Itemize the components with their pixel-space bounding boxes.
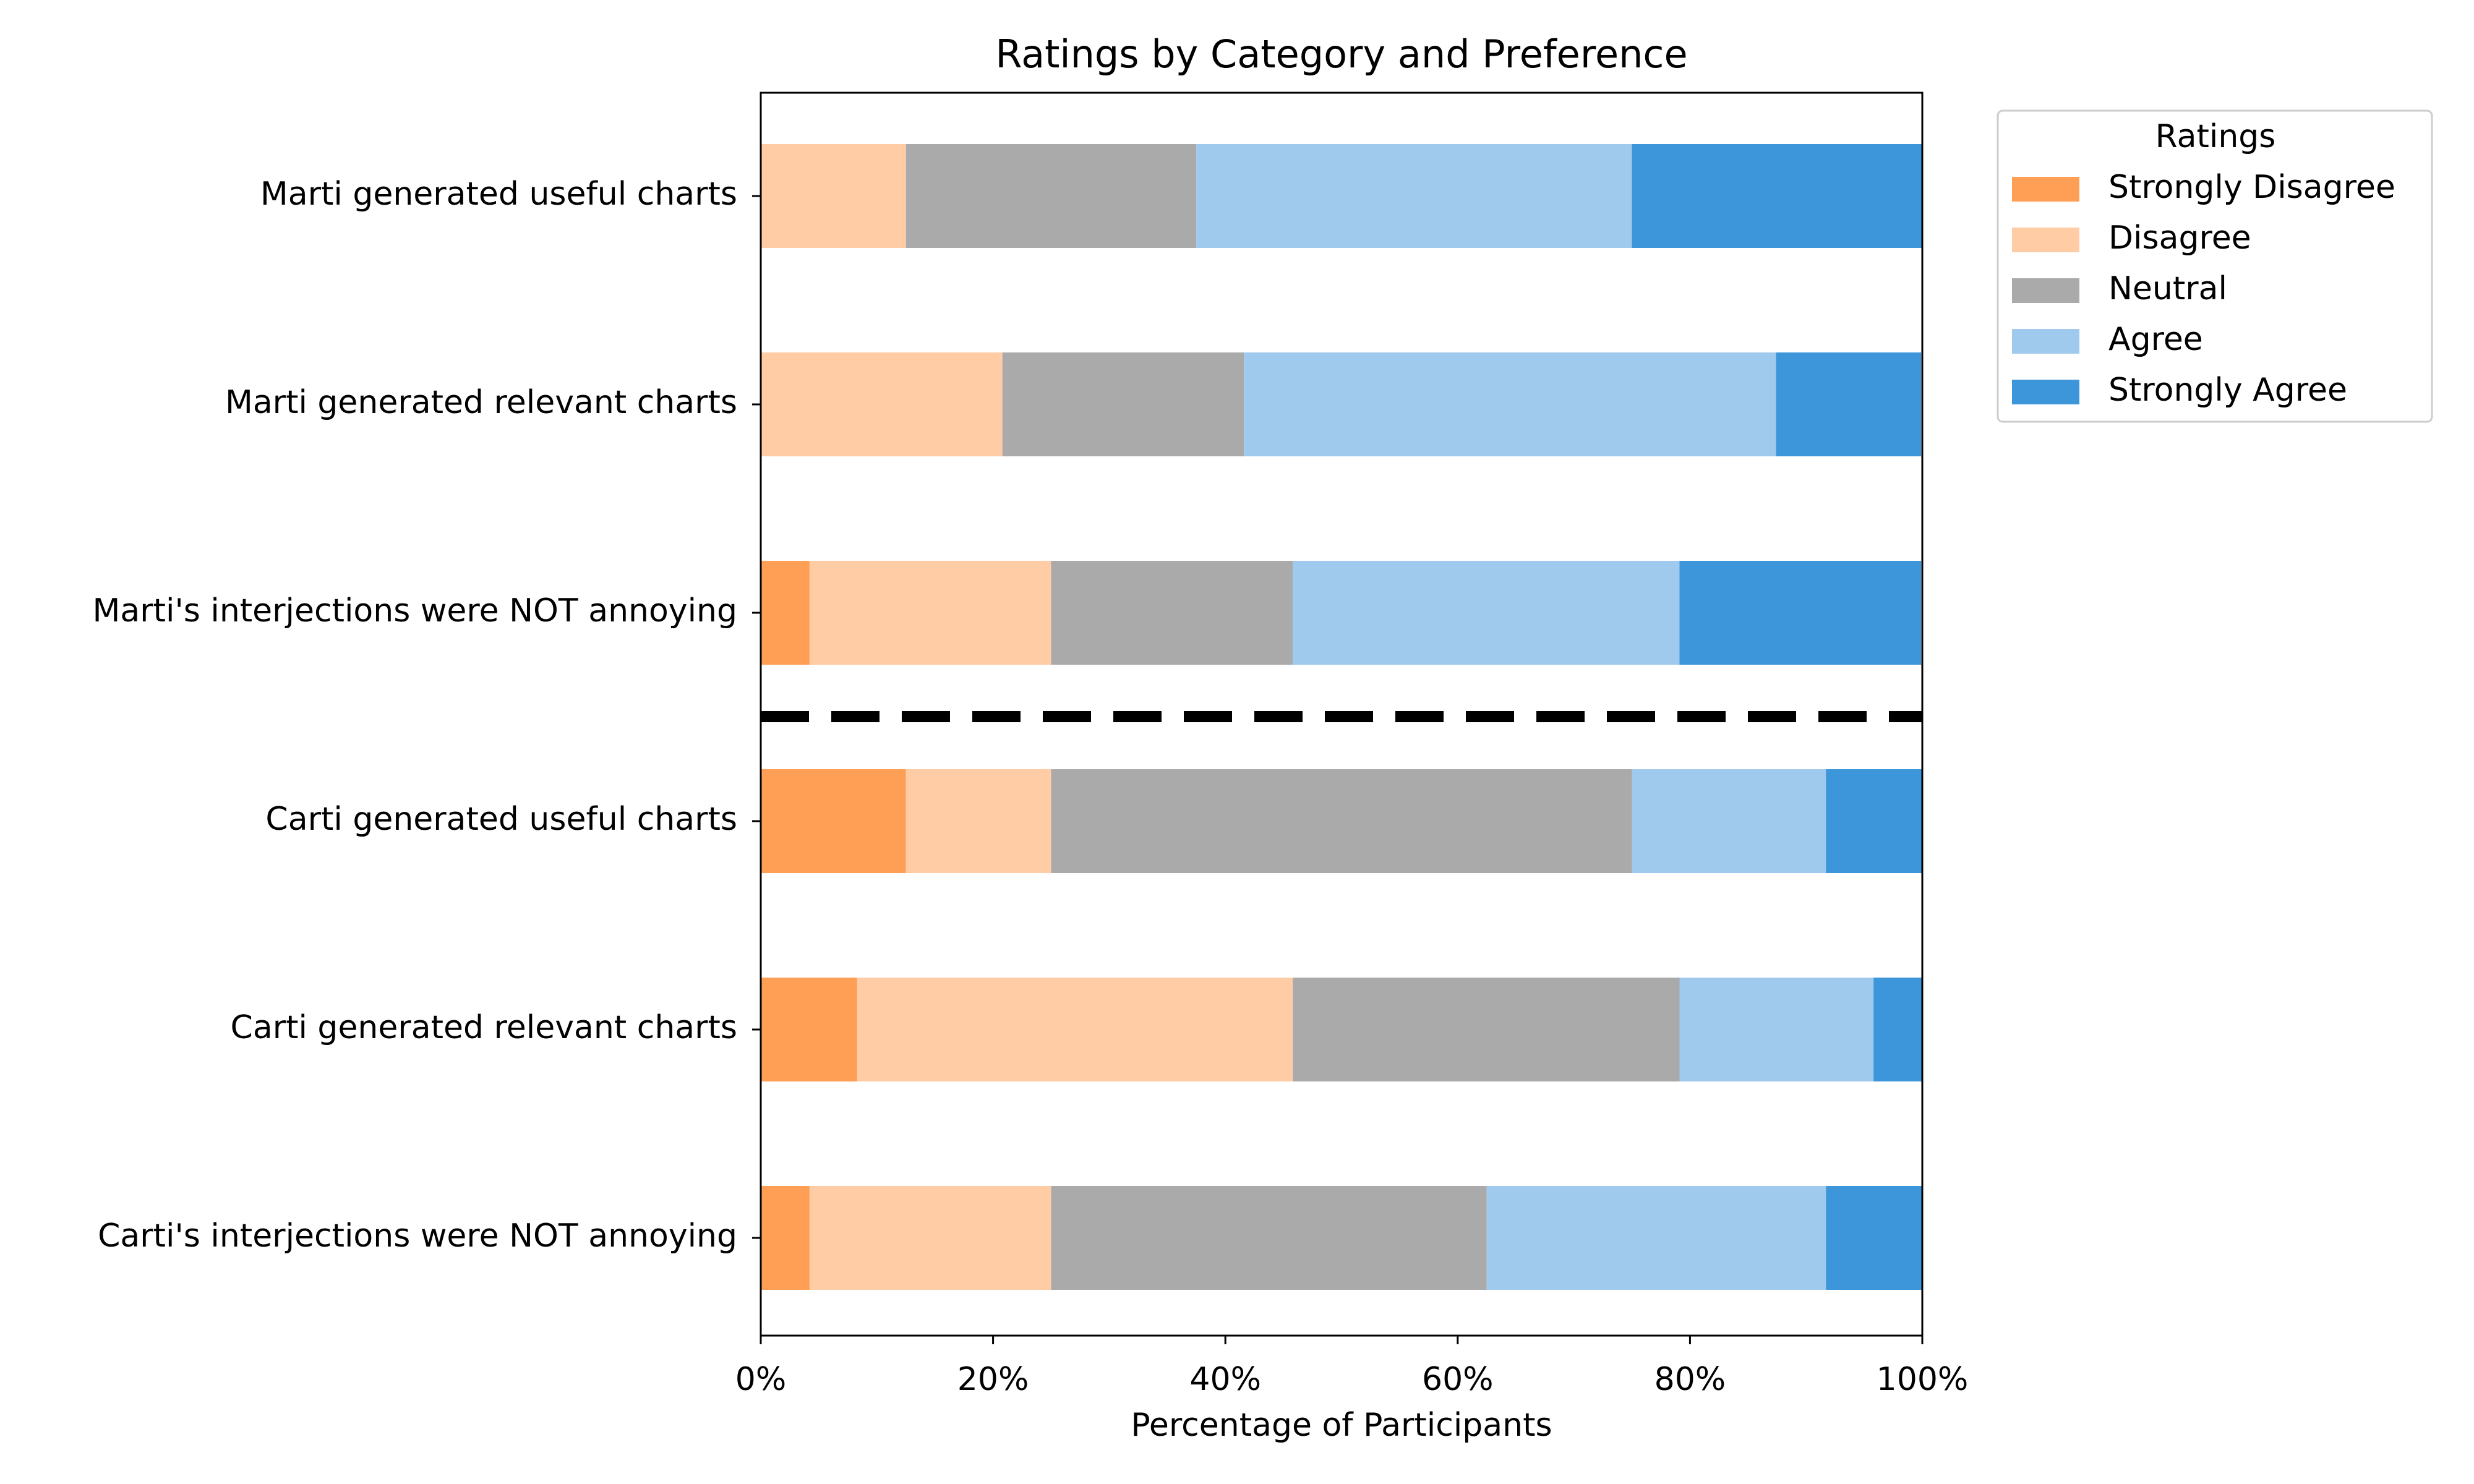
bar-segment	[1826, 1186, 1922, 1290]
bar-segment	[1002, 352, 1244, 456]
bar-segment	[1679, 978, 1874, 1081]
y-tick-label: Marti's interjections were NOT annoying	[93, 592, 737, 629]
x-tick-label: 0%	[735, 1361, 787, 1398]
bar-segment	[761, 144, 906, 248]
legend-label: Neutral	[2108, 270, 2227, 307]
legend-swatch	[2012, 228, 2079, 252]
legend-label: Strongly Agree	[2108, 372, 2347, 409]
bar-segment	[905, 769, 1051, 873]
bar-segment	[1679, 561, 1922, 665]
plot-frame	[760, 92, 1924, 1337]
legend-label: Agree	[2108, 321, 2203, 358]
x-tick-label: 100%	[1877, 1361, 1969, 1398]
legend-swatch	[2012, 380, 2079, 404]
y-tick-label: Marti generated useful charts	[260, 176, 737, 213]
x-axis-label: Percentage of Participants	[1131, 1407, 1552, 1444]
legend-box	[1997, 109, 2433, 423]
x-tick-label: 80%	[1654, 1361, 1726, 1398]
bar-segment	[1486, 1186, 1826, 1290]
bar-segment	[1776, 352, 1922, 456]
bar-segment	[1293, 978, 1680, 1081]
bar-segment	[761, 978, 857, 1081]
y-tick-label: Marti generated relevant charts	[225, 384, 737, 421]
bar-segment	[1051, 1186, 1487, 1290]
bar-segment	[1051, 769, 1632, 873]
legend-label: Strongly Disagree	[2108, 169, 2395, 206]
x-tick-label: 60%	[1422, 1361, 1494, 1398]
bar-segment	[1632, 144, 1922, 248]
bar-segment	[761, 561, 810, 665]
bar-segment	[905, 144, 1197, 248]
bar-segment	[1632, 769, 1826, 873]
x-tick-label: 40%	[1189, 1361, 1261, 1398]
bar-segment	[761, 1186, 810, 1290]
y-tick-label: Carti generated relevant charts	[231, 1009, 737, 1046]
y-tick-label: Carti generated useful charts	[265, 801, 737, 838]
bar-segment	[1196, 144, 1632, 248]
legend-label: Disagree	[2108, 220, 2251, 257]
bar-segment	[809, 561, 1051, 665]
bar-segment	[809, 1186, 1051, 1290]
legend-swatch	[2012, 177, 2079, 202]
bar-segment	[1244, 352, 1776, 456]
x-tick-label: 20%	[957, 1361, 1029, 1398]
legend-swatch	[2012, 278, 2079, 303]
y-tick-label: Carti's interjections were NOT annoying	[98, 1217, 737, 1255]
bars	[761, 144, 1922, 1290]
legend-title: Ratings	[2155, 118, 2276, 155]
bar-segment	[761, 352, 1003, 456]
bar-segment	[1293, 561, 1680, 665]
bar-segment	[1826, 769, 1922, 873]
bar-segment	[1873, 978, 1922, 1081]
chart-title: Ratings by Category and Preference	[995, 32, 1687, 77]
bar-segment	[1051, 561, 1293, 665]
bar-segment	[857, 978, 1293, 1081]
legend-swatch	[2012, 329, 2079, 354]
bar-segment	[761, 769, 906, 873]
